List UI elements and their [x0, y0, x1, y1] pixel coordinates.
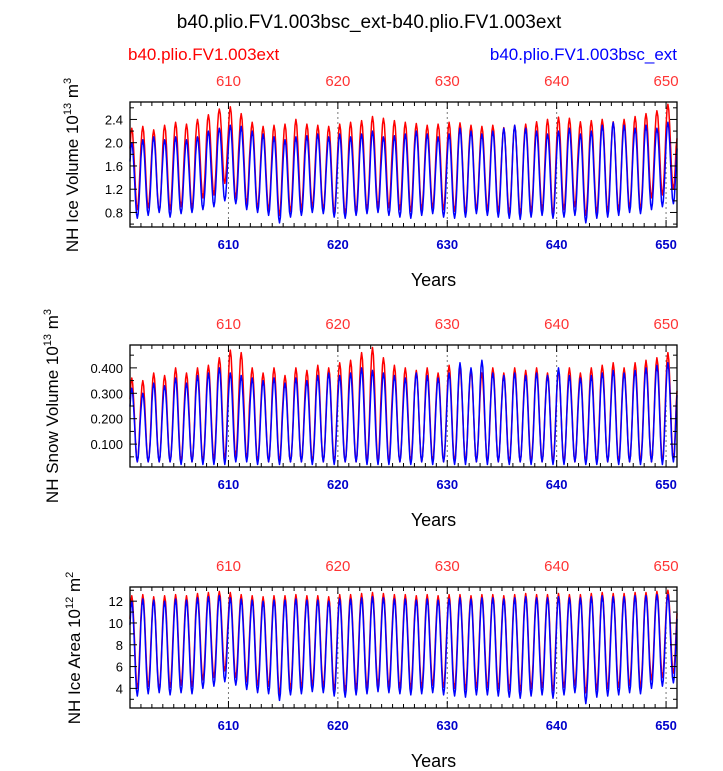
ice-area-bottom-tick-label-650: 650: [655, 718, 677, 733]
ice-volume-y-tick-label-3: 2.0: [105, 136, 123, 151]
ice-area-bottom-tick-label-630: 630: [436, 718, 458, 733]
ice-volume-bottom-tick-label-630: 630: [436, 237, 458, 252]
ice-area-y-tick-label-1: 6: [116, 660, 123, 675]
ice-volume-bottom-tick-label-650: 650: [655, 237, 677, 252]
ice-area-top-tick-label-610: 610: [216, 558, 241, 575]
ice-volume-top-tick-label-640: 640: [544, 73, 569, 90]
ice-area-top-tick-label-640: 640: [544, 558, 569, 575]
snow-volume-bottom-tick-label-640: 640: [546, 477, 568, 492]
snow-volume-panel: 610 610 620 620 630 630 640 640 650 650 0.100 0.200…: [42, 309, 679, 530]
snow-volume-y-tick-label-3: 0.400: [90, 361, 123, 376]
ice-area-bottom-tick-label-640: 640: [546, 718, 568, 733]
ice-area-series-blue-line: [129, 593, 678, 705]
snow-volume-y-tick-label-0: 0.100: [90, 437, 123, 452]
ice-volume-top-tick-label-650: 650: [654, 73, 679, 90]
legend-blue-series-label: b40.plio.FV1.003bsc_ext: [490, 45, 677, 64]
ice-area-top-tick-label-630: 630: [435, 558, 460, 575]
snow-volume-top-tick-label-630: 630: [435, 316, 460, 333]
snow-volume-series-blue-line: [129, 359, 678, 466]
ice-area-top-tick-label-650: 650: [654, 558, 679, 575]
ice-area-y-tick-label-3: 10: [109, 616, 123, 631]
snow-volume-top-tick-label-620: 620: [325, 316, 350, 333]
ice-volume-y-tick-label-2: 1.6: [105, 159, 123, 174]
ice-area-top-tick-label-620: 620: [325, 558, 350, 575]
ice-volume-y-tick-label-1: 1.2: [105, 182, 123, 197]
ice-area-bottom-tick-label-620: 620: [327, 718, 349, 733]
ice-area-y-axis-label: NH Ice Area 1012 m2: [64, 572, 84, 725]
ice-volume-bottom-tick-label-620: 620: [327, 237, 349, 252]
ice-area-y-tick-label-2: 8: [116, 638, 123, 653]
ice-area-panel: 610 610 620 620 630 630 640 640 650 650 4 6 8 10 12 Yea…: [64, 558, 679, 771]
legend-red-series-label: b40.plio.FV1.003ext: [128, 45, 279, 64]
snow-volume-top-tick-label-640: 640: [544, 316, 569, 333]
ice-volume-bottom-tick-label-610: 610: [218, 237, 240, 252]
ice-area-y-tick-label-0: 4: [116, 681, 123, 696]
snow-volume-bottom-tick-label-620: 620: [327, 477, 349, 492]
snow-volume-bottom-tick-label-630: 630: [436, 477, 458, 492]
ice-area-bottom-tick-label-610: 610: [218, 718, 240, 733]
ice-volume-y-tick-label-0: 0.8: [105, 205, 123, 220]
snow-volume-top-tick-label-610: 610: [216, 316, 241, 333]
snow-volume-y-axis-label: NH Snow Volume 1013 m3: [42, 309, 62, 503]
ice-volume-x-axis-label: Years: [411, 270, 456, 290]
snow-volume-top-tick-label-650: 650: [654, 316, 679, 333]
ice-volume-series-blue-line: [129, 121, 678, 224]
figure-title: b40.plio.FV1.003bsc_ext-b40.plio.FV1.003…: [177, 12, 562, 33]
snow-volume-bottom-tick-label-650: 650: [655, 477, 677, 492]
snow-volume-y-tick-label-2: 0.300: [90, 386, 123, 401]
snow-volume-x-axis-label: Years: [411, 510, 456, 530]
ice-volume-y-tick-label-4: 2.4: [105, 112, 123, 127]
snow-volume-bottom-tick-label-610: 610: [218, 477, 240, 492]
ice-area-y-tick-label-4: 12: [109, 594, 123, 609]
ice-area-x-axis-label: Years: [411, 751, 456, 771]
snow-volume-y-tick-label-1: 0.200: [90, 412, 123, 427]
ice-volume-top-tick-label-610: 610: [216, 73, 241, 90]
ice-volume-bottom-tick-label-640: 640: [546, 237, 568, 252]
ice-volume-top-tick-label-620: 620: [325, 73, 350, 90]
ice-volume-top-tick-label-630: 630: [435, 73, 460, 90]
ice-volume-panel: 610 610 620 620 630 630 640 640 650 650 0.8 1.2 1.6 2…: [62, 73, 679, 290]
ice-volume-y-axis-label: NH Ice Volume 1013 m3: [62, 78, 82, 252]
